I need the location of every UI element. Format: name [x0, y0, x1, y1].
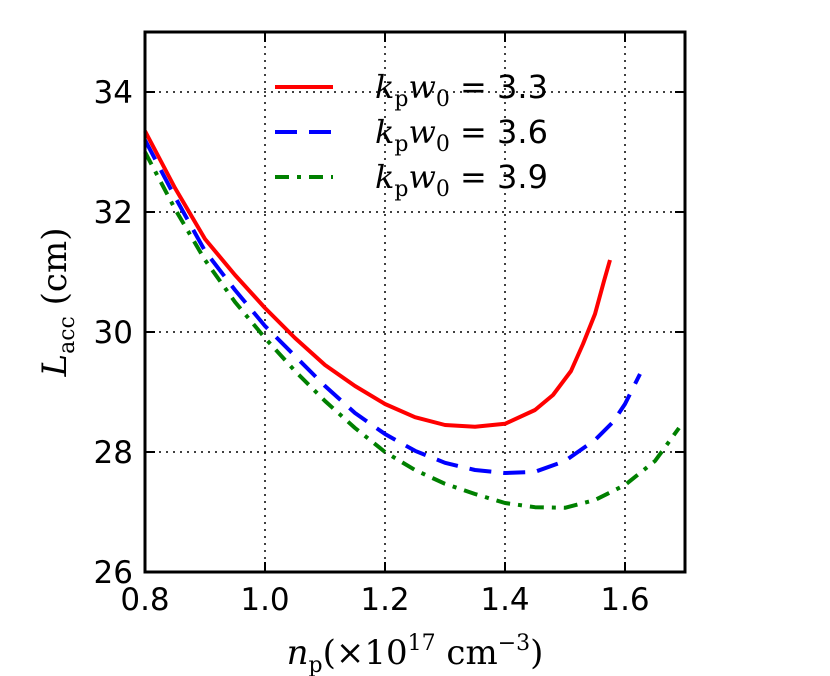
x-tick-label: 1.0: [240, 582, 289, 618]
series-line-1: [143, 130, 612, 429]
plot-frame: [143, 30, 687, 574]
y-tick-label: 28: [94, 435, 133, 471]
y-tick-label: 32: [94, 195, 133, 231]
legend-entry-3: kpw0 = 3.9: [275, 158, 548, 202]
legend-entry-1: kpw0 = 3.3: [275, 68, 548, 112]
x-axis-label: np(×1017 cm−3): [287, 631, 544, 676]
legend-label: kpw0 = 3.9: [375, 158, 548, 202]
series-layer: [143, 130, 681, 510]
y-axis-label: Lacc (cm): [35, 228, 80, 378]
y-tick-label: 30: [94, 315, 133, 351]
legend-entry-2: kpw0 = 3.6: [275, 113, 548, 157]
x-tick-label: 0.8: [120, 582, 169, 618]
ticks: 0.8 1.0 1.2 1.4 1.6 26 28 30 32 34: [94, 32, 685, 618]
series-line-3: [143, 151, 681, 510]
x-tick-label: 1.2: [360, 582, 409, 618]
x-tick-label: 1.6: [600, 582, 649, 618]
y-tick-label: 34: [94, 75, 133, 111]
series-line-2: [143, 139, 642, 475]
legend-label: kpw0 = 3.6: [375, 113, 548, 157]
legend-label: kpw0 = 3.3: [375, 68, 548, 112]
x-tick-label: 1.4: [480, 582, 529, 618]
y-tick-label: 26: [94, 555, 133, 591]
